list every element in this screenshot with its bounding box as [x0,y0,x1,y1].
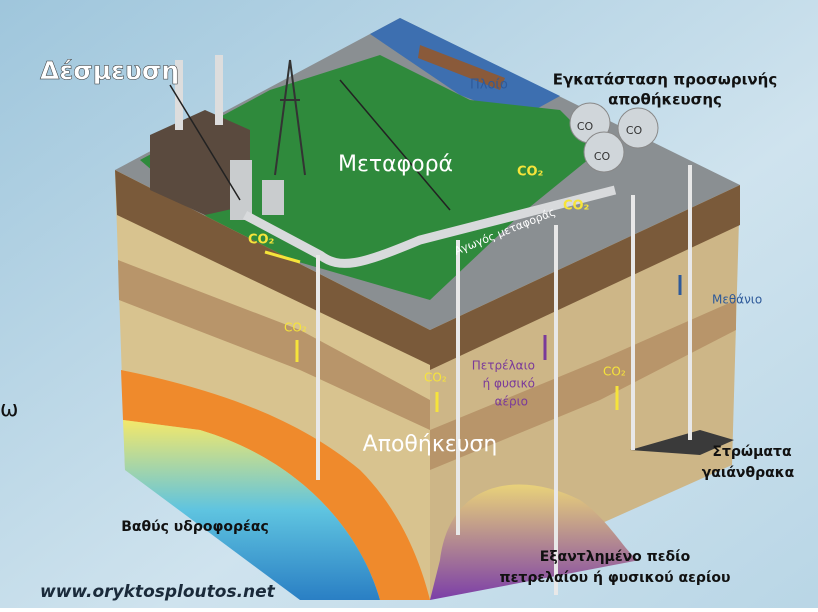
oil-gas-label: ή φυσικό [483,377,535,391]
tank-label: CO [594,150,611,163]
co2-label: CO₂ [424,371,447,385]
tank-label: CO [577,120,594,133]
tank-label: CO [626,124,643,137]
co2-label: CO₂ [563,199,589,214]
depleted-label: Εξαντλημένο πεδίο [540,549,691,565]
co2-label: CO₂ [603,365,626,379]
temp-storage-label: αποθήκευσης [608,91,722,109]
co2-label: CO₂ [517,165,543,180]
oil-gas-label: Πετρέλαιο [472,359,535,373]
ship-label: Πλοίο [470,78,508,93]
website: www.oryktosploutos.net [40,582,276,602]
aquifer-label: Βαθύς υδροφορέας [121,519,269,535]
factory-tank [262,180,284,215]
storage-label: Αποθήκευση [363,432,498,457]
edge-fragment: ω [0,397,18,422]
transport-label: Μεταφορά [338,152,453,177]
methane-label: Μεθάνιο [712,293,762,307]
page: Δέσμευση Πλοίο Εγκατάσταση προσωρινής απ… [0,0,818,612]
chimney [215,55,223,125]
co2-label: CO₂ [284,321,307,335]
oil-gas-label: αέριο [495,395,528,409]
diagram: Δέσμευση Πλοίο Εγκατάσταση προσωρινής απ… [0,0,818,608]
coal-label: Στρώματα [712,444,792,460]
depleted-label: πετρελαίου ή φυσικού αερίου [500,570,731,586]
co2-label: CO₂ [248,233,274,248]
temp-storage-label: Εγκατάσταση προσωρινής [553,71,777,89]
coal-label: γαιάνθρακα [702,465,795,481]
capture-label: Δέσμευση [40,56,179,85]
